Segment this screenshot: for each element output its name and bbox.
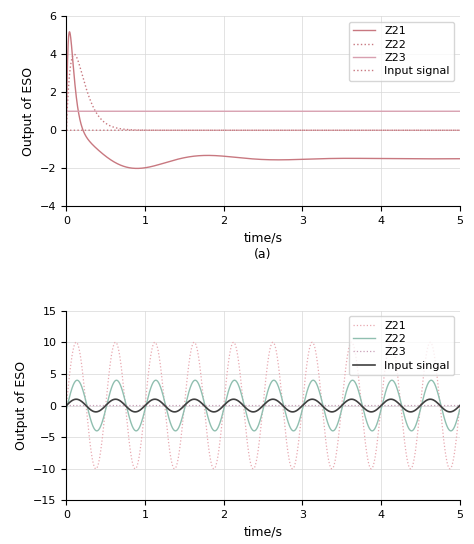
Legend: Z21, Z22, Z23, Input singal: Z21, Z22, Z23, Input singal (349, 316, 454, 375)
Y-axis label: Output of ESO: Output of ESO (22, 67, 35, 156)
Text: (a): (a) (255, 248, 272, 261)
Y-axis label: Output of ESO: Output of ESO (15, 361, 27, 450)
X-axis label: time/s: time/s (244, 526, 283, 539)
X-axis label: time/s: time/s (244, 231, 283, 244)
Legend: Z21, Z22, Z23, Input signal: Z21, Z22, Z23, Input signal (349, 22, 454, 81)
